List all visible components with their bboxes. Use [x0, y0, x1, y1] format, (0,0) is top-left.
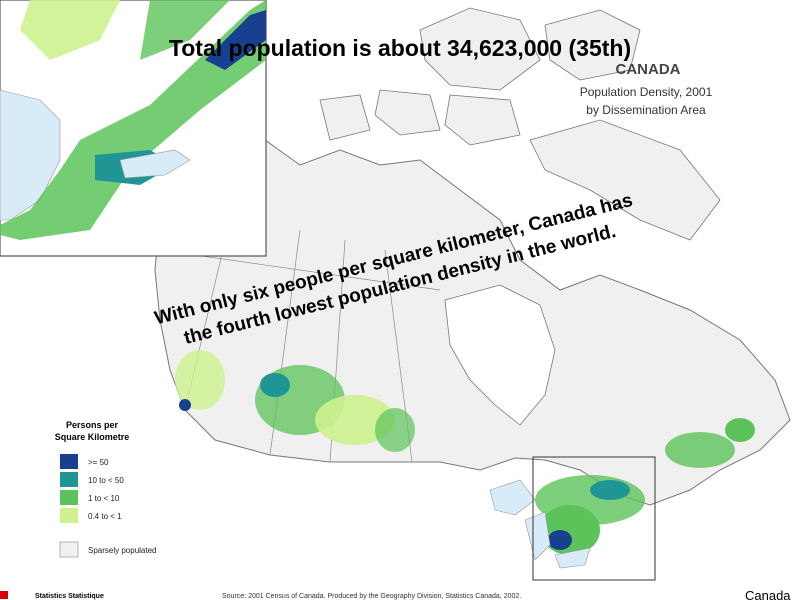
legend-swatch	[60, 472, 78, 487]
legend-swatch	[60, 454, 78, 469]
hudson-bay	[444, 284, 556, 426]
flag-mark	[0, 591, 8, 599]
footer-wordmark: Canada	[745, 588, 791, 600]
legend-label: Sparsely populated	[88, 546, 157, 555]
legend-label: 10 to < 50	[88, 476, 124, 485]
legend-label: 1 to < 10	[88, 494, 120, 503]
detail-frame	[532, 456, 656, 581]
legend-label: 0.4 to < 1	[88, 512, 122, 521]
great-lakes	[489, 479, 591, 569]
legend-label: >= 50	[88, 458, 109, 467]
arctic-islands	[319, 7, 721, 241]
density-patches	[175, 350, 755, 555]
slide-title: Total population is about 34,623,000 (35…	[169, 35, 631, 61]
legend: Persons per Square Kilometre >= 50 10 to …	[55, 420, 157, 558]
footer: Statistics Statistique Source: 2001 Cens…	[0, 588, 800, 600]
legend-swatch	[60, 508, 78, 523]
legend-title: Persons per	[66, 420, 119, 430]
map-subtitle: Population Density, 2001	[580, 85, 713, 99]
legend-title: Square Kilometre	[55, 432, 130, 442]
footer-bar	[0, 588, 800, 600]
map-subtitle: by Dissemination Area	[586, 103, 706, 117]
inset-map	[0, 0, 266, 240]
footer-agency: Statistics Statistique	[35, 593, 104, 600]
footer-source: Source: 2001 Census of Canada. Produced …	[222, 593, 521, 600]
map-country: CANADA	[616, 61, 681, 78]
legend-swatch	[59, 541, 79, 558]
legend-swatch	[60, 490, 78, 505]
